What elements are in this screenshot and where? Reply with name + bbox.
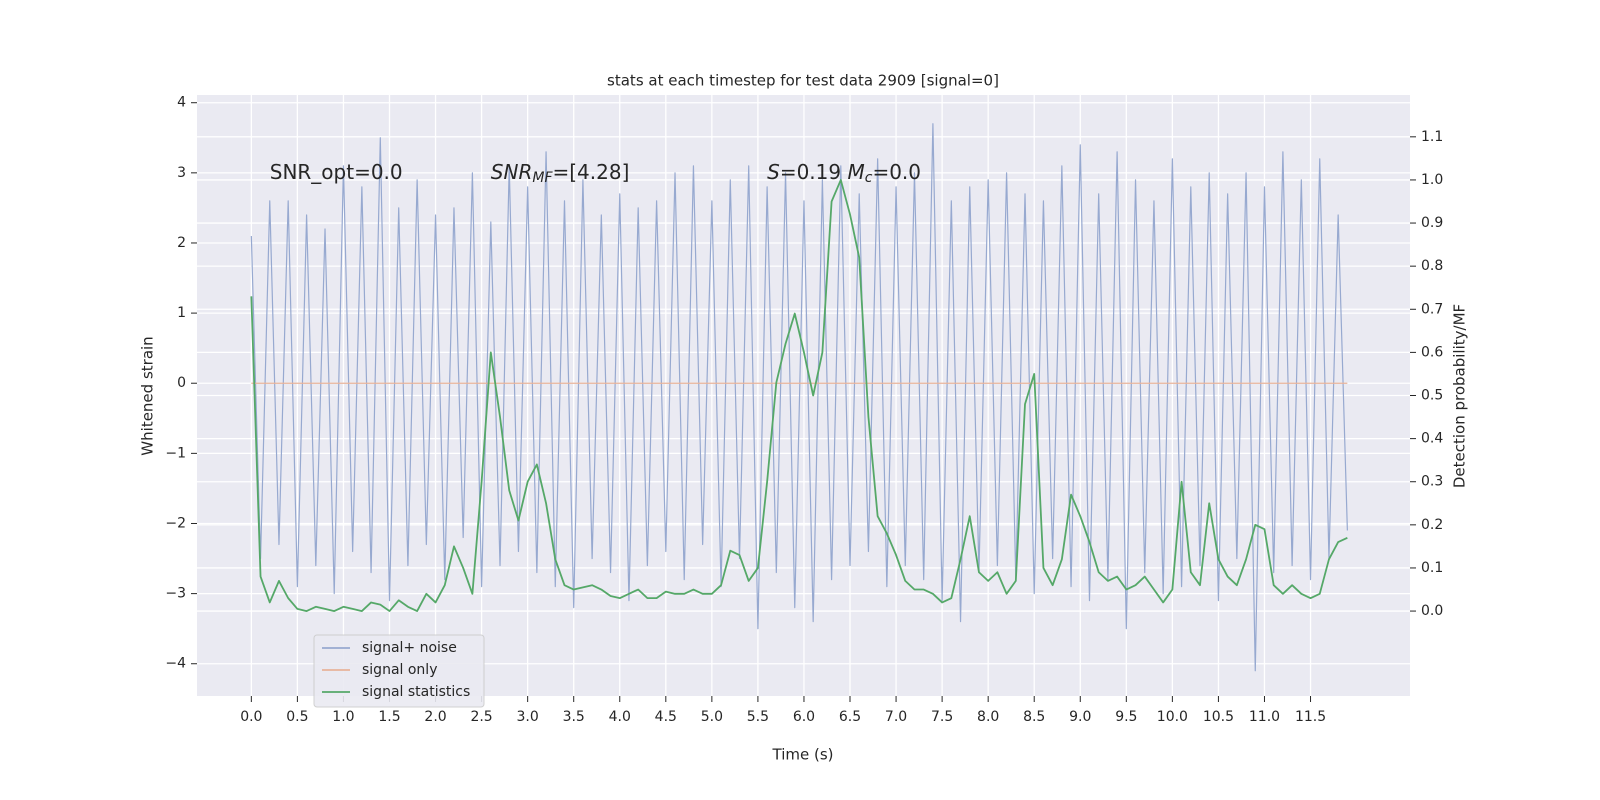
annotation: SNR_opt=0.0 bbox=[270, 159, 403, 183]
x-tick-label: 1.0 bbox=[332, 709, 354, 725]
annotation-part: MF bbox=[532, 170, 553, 186]
y2-axis-label: Detection probability/MF bbox=[1451, 304, 1469, 488]
y-tick-label: 1 bbox=[177, 305, 186, 321]
x-tick-label: 2.5 bbox=[470, 709, 492, 725]
y2-tick-label: 0.9 bbox=[1421, 215, 1443, 231]
x-tick-label: 6.0 bbox=[793, 709, 815, 725]
y-tick-label: −2 bbox=[165, 515, 186, 531]
x-tick-label: 5.5 bbox=[747, 709, 769, 725]
x-tick-label: 0.0 bbox=[240, 709, 262, 725]
x-tick-label: 3.0 bbox=[517, 709, 539, 725]
x-tick-label: 10.0 bbox=[1157, 709, 1188, 725]
y-tick-label: 3 bbox=[177, 165, 186, 181]
x-tick-label: 11.5 bbox=[1295, 709, 1326, 725]
y-tick-label: 2 bbox=[177, 235, 186, 251]
x-tick-label: 7.5 bbox=[931, 709, 953, 725]
legend-label: signal only bbox=[362, 662, 437, 678]
annotation: SNRMF=[4.28] bbox=[491, 159, 630, 186]
annotation-part: =0.19 bbox=[780, 159, 848, 183]
x-tick-label: 9.0 bbox=[1069, 709, 1091, 725]
x-tick-label: 7.0 bbox=[885, 709, 907, 725]
series-line bbox=[250, 179, 1348, 612]
legend: signal+ noise signal only signal statistic… bbox=[313, 634, 485, 708]
x-tick-label: 8.0 bbox=[977, 709, 999, 725]
y-axis-label: Whitened strain bbox=[139, 336, 157, 455]
x-tick-label: 2.0 bbox=[424, 709, 446, 725]
y2-tick-label: 0.7 bbox=[1421, 301, 1443, 317]
annotation-part: SNR bbox=[491, 159, 533, 183]
annotation-part: =[4.28] bbox=[553, 159, 630, 183]
annotation-part: c bbox=[865, 170, 873, 186]
y2-tick-label: 0.6 bbox=[1421, 344, 1443, 360]
y2-tick-label: 0.3 bbox=[1421, 474, 1443, 490]
y2-tick-label: 0.2 bbox=[1421, 517, 1443, 533]
x-tick-label: 4.5 bbox=[655, 709, 677, 725]
annotation-part: SNR_opt=0.0 bbox=[270, 159, 403, 183]
y2-tick-label: 0.1 bbox=[1421, 560, 1443, 576]
x-tick-label: 1.5 bbox=[378, 709, 400, 725]
x-tick-label: 11.0 bbox=[1249, 709, 1280, 725]
x-tick-label: 3.5 bbox=[563, 709, 585, 725]
y-tick-label: −3 bbox=[165, 586, 186, 602]
legend-label: signal+ noise bbox=[362, 640, 457, 656]
chart-title: stats at each timestep for test data 290… bbox=[607, 72, 999, 90]
x-tick-label: 5.0 bbox=[701, 709, 723, 725]
legend-label: signal statistics bbox=[362, 684, 470, 700]
x-tick-label: 4.0 bbox=[609, 709, 631, 725]
y2-tick-label: 0.5 bbox=[1421, 388, 1443, 404]
y-tick-label: 0 bbox=[177, 375, 186, 391]
x-tick-label: 0.5 bbox=[286, 709, 308, 725]
x-tick-label: 8.5 bbox=[1023, 709, 1045, 725]
annotation-part: =0.0 bbox=[872, 159, 921, 183]
annotation-part: M bbox=[847, 159, 864, 183]
series-line bbox=[250, 123, 1348, 672]
annotation-part: S bbox=[767, 159, 780, 183]
y-tick-label: −1 bbox=[165, 445, 186, 461]
x-axis-label: Time (s) bbox=[772, 746, 834, 764]
x-tick-label: 6.5 bbox=[839, 709, 861, 725]
y2-tick-label: 1.0 bbox=[1421, 172, 1443, 188]
x-tick-label: 9.5 bbox=[1115, 709, 1137, 725]
y2-tick-label: 1.1 bbox=[1421, 129, 1443, 145]
x-tick-label: 10.5 bbox=[1203, 709, 1234, 725]
legend-box bbox=[313, 634, 485, 708]
y2-tick-label: 0.0 bbox=[1421, 603, 1443, 619]
y2-tick-label: 0.4 bbox=[1421, 431, 1443, 447]
annotation: S=0.19 Mc=0.0 bbox=[767, 159, 921, 186]
y2-tick-label: 0.8 bbox=[1421, 258, 1443, 274]
y-tick-label: 4 bbox=[177, 95, 186, 111]
y-tick-label: −4 bbox=[165, 656, 186, 672]
